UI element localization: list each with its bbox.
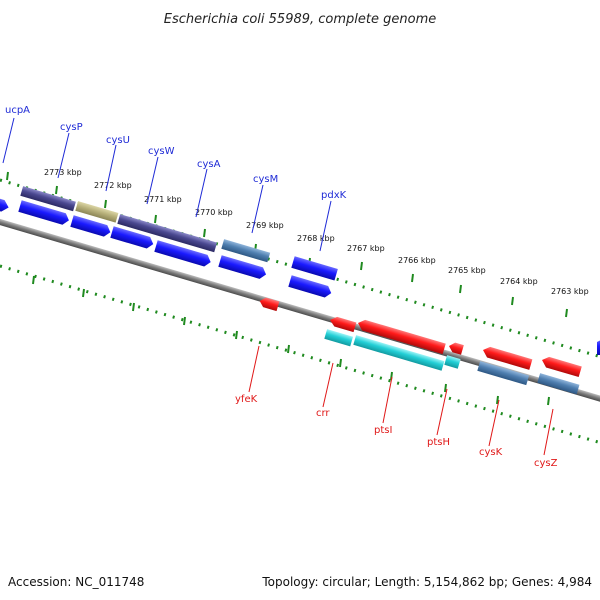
operon-features: [20, 186, 580, 395]
tick-label: 2773 kbp: [44, 168, 82, 177]
tick-label: 2763 kbp: [551, 287, 589, 296]
tick-label: 2766 kbp: [398, 256, 436, 265]
feature-bar-cyan-1: [324, 329, 354, 347]
gene-cysW-arrow[interactable]: [110, 226, 155, 250]
accession-text: Accession: NC_011748: [8, 575, 144, 589]
tick-label: 2770 kbp: [195, 208, 233, 217]
gene-crr-arrow[interactable]: [329, 315, 357, 333]
feature-bar-steel-5: [537, 373, 580, 395]
forward-strand: [0, 193, 338, 299]
reverse-strand: [258, 296, 582, 378]
reverse-gene-labels: yfeK crr ptsI ptsH cysK cysZ: [235, 394, 558, 469]
genome-backbone: [0, 216, 600, 406]
gene-pdxK-arrow[interactable]: [288, 275, 333, 299]
gene-cysP-arrow[interactable]: [18, 200, 70, 226]
gene-pdxK-2-arrow[interactable]: [291, 256, 338, 281]
gene-yfeK-arrow[interactable]: [258, 296, 280, 312]
tick-label: 2764 kbp: [500, 277, 538, 286]
gene-ucpA-arrow[interactable]: [0, 193, 10, 214]
gene-label-ucpA[interactable]: ucpA: [5, 105, 30, 116]
gene-label-cysZ[interactable]: cysZ: [534, 458, 558, 469]
gene-cysZ-arrow[interactable]: [540, 355, 582, 378]
gene-label-cysU[interactable]: cysU: [106, 135, 130, 146]
gene-cysU-arrow[interactable]: [70, 215, 112, 238]
map-title: Escherichia coli 55989, complete genome: [164, 12, 436, 27]
gene-label-cysP[interactable]: cysP: [60, 122, 83, 133]
feature-bar-steel-top: [221, 239, 271, 263]
outer-major-ticks: [6, 171, 568, 318]
gene-ptsI-arrow[interactable]: [356, 318, 446, 355]
operon-bar-khaki: [75, 201, 119, 223]
gene-label-pdxK[interactable]: pdxK: [321, 190, 347, 201]
feature-bar-cyan-2: [353, 335, 445, 371]
tick-label: 2765 kbp: [448, 266, 486, 275]
tick-label: 2771 kbp: [144, 195, 182, 204]
gene-label-ptsI[interactable]: ptsI: [374, 425, 392, 436]
forward-label-lines: [2, 117, 332, 252]
feature-bar-steel-4: [477, 361, 530, 386]
tick-label: 2772 kbp: [94, 181, 132, 190]
gene-label-crr[interactable]: crr: [316, 408, 330, 419]
gene-label-ptsH[interactable]: ptsH: [427, 437, 450, 448]
gene-cysM-arrow[interactable]: [218, 255, 267, 280]
reverse-label-lines: [248, 345, 554, 456]
gene-ptsH-arrow[interactable]: [448, 341, 464, 355]
gene-label-cysA[interactable]: cysA: [197, 159, 221, 170]
operon-bar-left: [20, 186, 76, 212]
genome-summary-text: Topology: circular; Length: 5,154,862 bp…: [261, 575, 592, 589]
gene-label-cysW[interactable]: cysW: [148, 146, 175, 157]
tick-label: 2769 kbp: [246, 221, 284, 230]
operon-bar-right: [117, 214, 218, 253]
gene-label-cysM[interactable]: cysM: [253, 174, 278, 185]
tick-label: 2767 kbp: [347, 244, 385, 253]
gene-edge-fragment-arrow[interactable]: [597, 339, 600, 355]
feature-bar-cyan-3: [444, 355, 461, 369]
tick-labels: 2773 kbp 2772 kbp 2771 kbp 2770 kbp 2769…: [44, 168, 589, 296]
gene-cysA-arrow[interactable]: [154, 240, 212, 268]
gene-label-yfeK[interactable]: yfeK: [235, 394, 258, 405]
forward-gene-labels: ucpA cysP cysU cysW cysA cysM pdxK: [5, 105, 347, 201]
gene-label-cysK[interactable]: cysK: [479, 447, 503, 458]
tick-label: 2768 kbp: [297, 234, 335, 243]
inner-major-ticks: [32, 275, 550, 406]
gene-cysK-arrow[interactable]: [481, 345, 533, 370]
